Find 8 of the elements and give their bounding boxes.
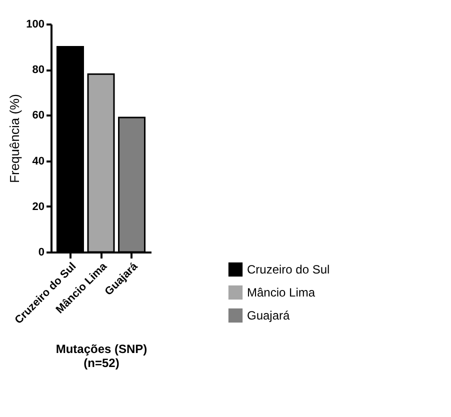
x-axis-title: Mutações (SNP) (n=52) [56,342,148,370]
y-tick-label: 100 [26,18,44,30]
y-tick-label: 0 [38,246,44,258]
y-axis-title: Frequência (%) [7,94,22,183]
y-tick-label: 80 [32,64,44,76]
y-tick-label: 40 [32,155,44,168]
y-tick-label: 60 [32,110,44,122]
y-tick-label: 20 [32,200,44,213]
